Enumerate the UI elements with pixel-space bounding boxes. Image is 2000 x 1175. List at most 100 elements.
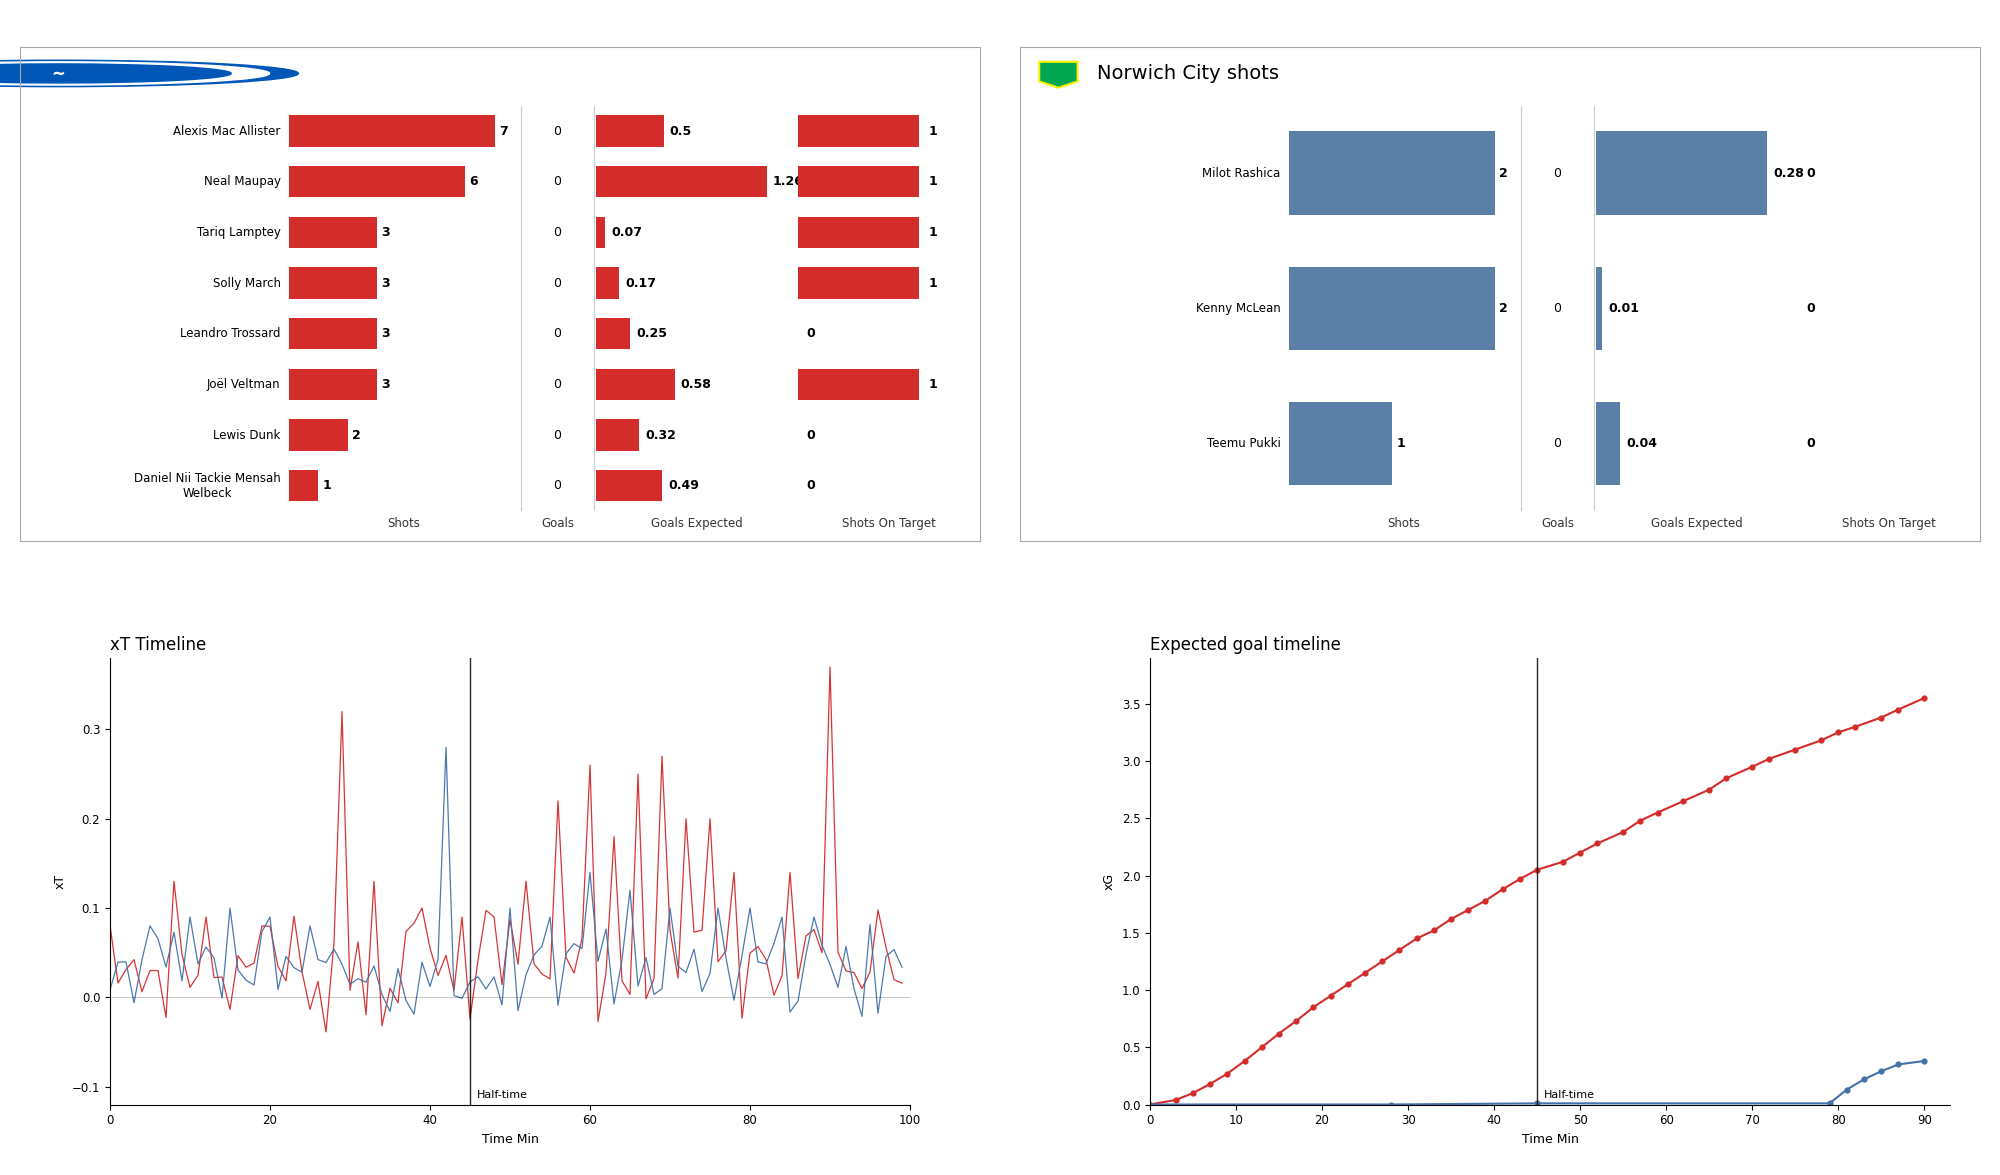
Text: 3: 3: [382, 378, 390, 391]
Y-axis label: xT: xT: [54, 874, 66, 888]
Bar: [288, 369, 376, 401]
Circle shape: [0, 60, 298, 87]
Text: 1: 1: [322, 479, 332, 492]
Text: 0.01: 0.01: [1608, 302, 1640, 315]
Text: 0.17: 0.17: [626, 276, 656, 289]
Text: 1: 1: [928, 378, 938, 391]
Bar: [288, 419, 348, 451]
Bar: [288, 470, 318, 502]
X-axis label: Time Min: Time Min: [1522, 1133, 1578, 1146]
Text: Goals Expected: Goals Expected: [650, 517, 742, 530]
Text: Half-time: Half-time: [476, 1090, 528, 1100]
Text: 6: 6: [470, 175, 478, 188]
Text: 1: 1: [1396, 437, 1406, 450]
Bar: [596, 166, 766, 197]
Text: 1: 1: [928, 276, 938, 289]
Bar: [288, 166, 466, 197]
Text: 0.04: 0.04: [1626, 437, 1658, 450]
Text: 0.49: 0.49: [668, 479, 700, 492]
Bar: [1596, 267, 1602, 350]
Text: 0.58: 0.58: [680, 378, 712, 391]
Text: 0: 0: [554, 479, 562, 492]
Bar: [798, 166, 920, 197]
Bar: [798, 216, 920, 248]
Bar: [596, 318, 630, 349]
Text: 0.07: 0.07: [612, 226, 642, 239]
Bar: [1288, 267, 1494, 350]
Text: 2: 2: [1500, 167, 1508, 180]
Circle shape: [0, 62, 270, 85]
Text: 0.25: 0.25: [636, 328, 666, 341]
Text: Joël Veltman: Joël Veltman: [208, 378, 280, 391]
Text: 3: 3: [382, 226, 390, 239]
Text: 0: 0: [554, 429, 562, 442]
Text: 7: 7: [500, 125, 508, 137]
Text: Goals: Goals: [1542, 517, 1574, 530]
Text: 1: 1: [928, 175, 938, 188]
Bar: [596, 115, 664, 147]
Text: Brighton shots: Brighton shots: [96, 63, 238, 83]
Text: Norwich City shots: Norwich City shots: [1096, 63, 1278, 83]
Text: 0.28: 0.28: [1772, 167, 1804, 180]
Bar: [1288, 132, 1494, 215]
Text: 2: 2: [1500, 302, 1508, 315]
Text: 0: 0: [1806, 167, 1816, 180]
Y-axis label: xG: xG: [1104, 873, 1116, 889]
Text: Goals Expected: Goals Expected: [1650, 517, 1742, 530]
Bar: [288, 268, 376, 298]
Text: Tariq Lamptey: Tariq Lamptey: [196, 226, 280, 239]
Text: Lewis Dunk: Lewis Dunk: [214, 429, 280, 442]
Text: Shots: Shots: [388, 517, 420, 530]
Bar: [288, 115, 494, 147]
Text: 0: 0: [1554, 437, 1562, 450]
Text: 0: 0: [554, 175, 562, 188]
Bar: [288, 216, 376, 248]
Text: Daniel Nii Tackie Mensah
Welbeck: Daniel Nii Tackie Mensah Welbeck: [134, 472, 280, 499]
Text: Shots On Target: Shots On Target: [842, 517, 936, 530]
Text: Shots: Shots: [1388, 517, 1420, 530]
Text: 0: 0: [806, 328, 816, 341]
Text: 0: 0: [1554, 302, 1562, 315]
Text: 0.32: 0.32: [646, 429, 676, 442]
Bar: [798, 268, 920, 298]
Text: Milot Rashica: Milot Rashica: [1202, 167, 1280, 180]
Text: 0: 0: [1806, 437, 1816, 450]
Text: 2: 2: [352, 429, 360, 442]
Text: 1: 1: [928, 226, 938, 239]
Text: Half-time: Half-time: [1544, 1090, 1594, 1100]
Text: 0: 0: [1554, 167, 1562, 180]
Bar: [1596, 132, 1766, 215]
Text: 1.26: 1.26: [772, 175, 804, 188]
Bar: [798, 115, 920, 147]
Bar: [596, 419, 640, 451]
Text: 3: 3: [382, 276, 390, 289]
Text: Neal Maupay: Neal Maupay: [204, 175, 280, 188]
Text: 3: 3: [382, 328, 390, 341]
Bar: [798, 369, 920, 401]
Bar: [288, 318, 376, 349]
Text: Kenny McLean: Kenny McLean: [1196, 302, 1280, 315]
Text: Alexis Mac Allister: Alexis Mac Allister: [174, 125, 280, 137]
Bar: [1288, 402, 1392, 485]
Text: 1: 1: [928, 125, 938, 137]
X-axis label: Time Min: Time Min: [482, 1133, 538, 1146]
Bar: [1596, 402, 1620, 485]
Text: ~: ~: [52, 65, 66, 82]
Text: Leandro Trossard: Leandro Trossard: [180, 328, 280, 341]
Text: 0: 0: [806, 429, 816, 442]
Bar: [596, 470, 662, 502]
Polygon shape: [1040, 62, 1078, 88]
Text: Solly March: Solly March: [212, 276, 280, 289]
Circle shape: [0, 63, 232, 83]
Text: 0.5: 0.5: [670, 125, 692, 137]
Text: Teemu Pukki: Teemu Pukki: [1206, 437, 1280, 450]
Text: xT Timeline: xT Timeline: [110, 636, 206, 653]
Text: Shots On Target: Shots On Target: [1842, 517, 1936, 530]
Text: 0: 0: [554, 125, 562, 137]
Text: 0: 0: [554, 276, 562, 289]
Bar: [596, 216, 606, 248]
Text: 0: 0: [806, 479, 816, 492]
Text: 0: 0: [1806, 302, 1816, 315]
Text: 0: 0: [554, 378, 562, 391]
Text: Expected goal timeline: Expected goal timeline: [1150, 636, 1340, 653]
